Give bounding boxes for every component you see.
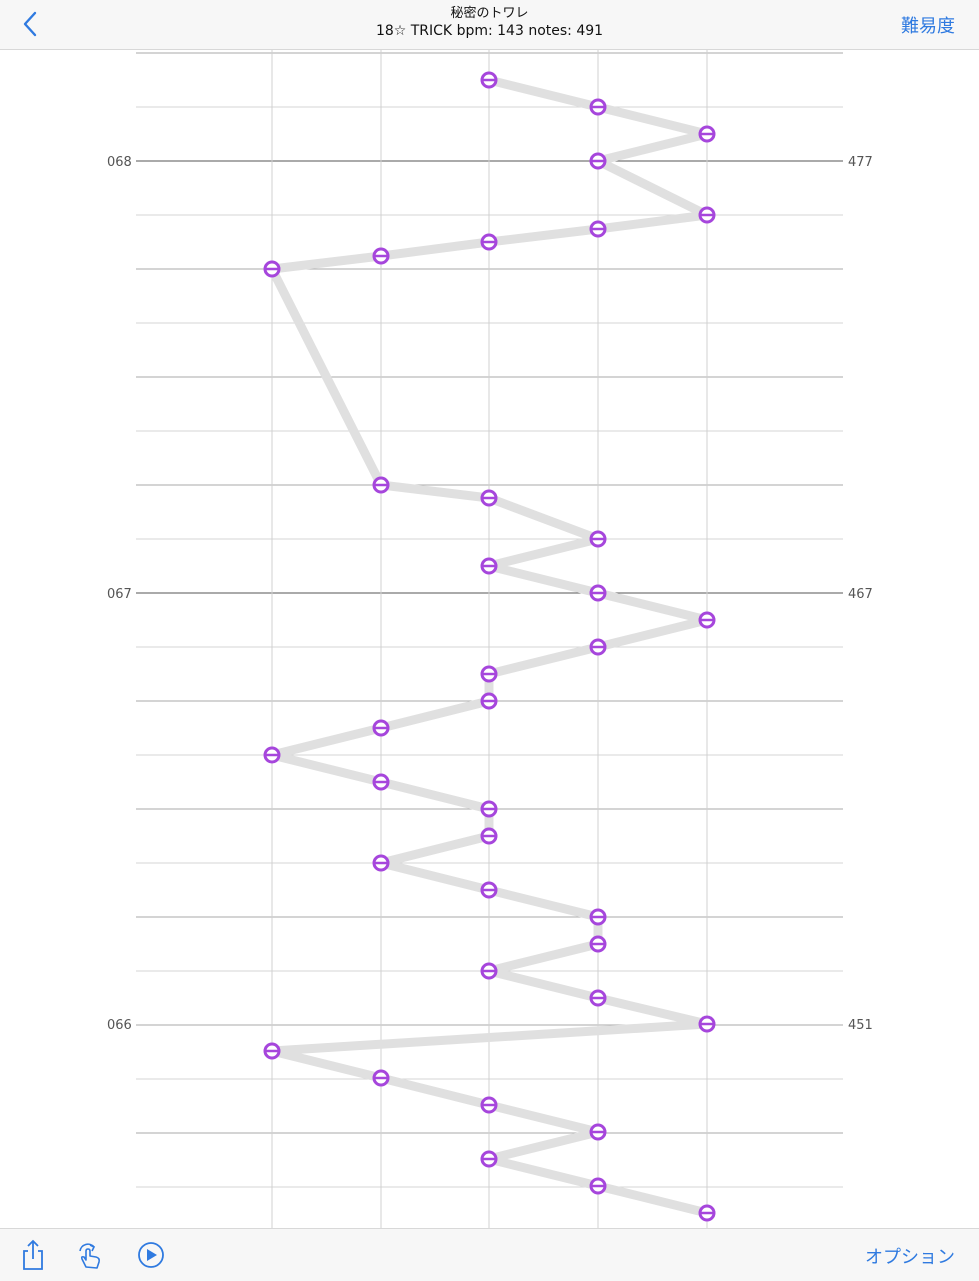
note-marker[interactable] xyxy=(372,476,390,494)
note-marker[interactable] xyxy=(589,908,607,926)
song-title: 秘密のトワレ xyxy=(450,6,529,21)
note-marker[interactable] xyxy=(589,152,607,170)
note-marker[interactable] xyxy=(589,935,607,953)
note-marker[interactable] xyxy=(263,260,281,278)
difficulty-button[interactable]: 難易度 xyxy=(901,16,955,37)
note-marker[interactable] xyxy=(480,827,498,845)
note-chart[interactable]: 068 477 067 467 066 451 xyxy=(0,50,979,1228)
bottom-toolbar: オプション xyxy=(0,1228,979,1281)
note-marker[interactable] xyxy=(372,854,390,872)
note-marker[interactable] xyxy=(372,1069,390,1087)
note-marker[interactable] xyxy=(589,989,607,1007)
gesture-hand-icon xyxy=(79,1243,100,1269)
note-marker[interactable] xyxy=(372,719,390,737)
measure-label: 067 xyxy=(107,587,132,602)
note-marker[interactable] xyxy=(589,1177,607,1195)
note-marker[interactable] xyxy=(698,1015,716,1033)
note-marker[interactable] xyxy=(589,530,607,548)
note-marker[interactable] xyxy=(589,1123,607,1141)
note-marker[interactable] xyxy=(698,611,716,629)
note-marker[interactable] xyxy=(480,962,498,980)
note-marker[interactable] xyxy=(480,1150,498,1168)
play-button[interactable] xyxy=(136,1239,168,1271)
chart-info: 18☆ TRICK bpm: 143 notes: 491 xyxy=(375,23,604,39)
measure-label: 068 xyxy=(107,155,132,170)
play-icon xyxy=(138,1242,164,1268)
note-marker[interactable] xyxy=(480,665,498,683)
options-button[interactable]: オプション xyxy=(865,1247,955,1268)
note-marker[interactable] xyxy=(480,800,498,818)
note-marker[interactable] xyxy=(589,220,607,238)
back-button[interactable] xyxy=(14,6,48,42)
note-marker[interactable] xyxy=(372,247,390,265)
back-chevron-icon xyxy=(23,11,37,37)
note-count-label: 477 xyxy=(848,155,873,170)
share-icon xyxy=(23,1239,43,1270)
share-button[interactable] xyxy=(17,1239,49,1271)
note-marker[interactable] xyxy=(263,746,281,764)
note-marker[interactable] xyxy=(480,881,498,899)
note-marker[interactable] xyxy=(589,98,607,116)
note-marker[interactable] xyxy=(480,1096,498,1114)
note-marker[interactable] xyxy=(480,71,498,89)
note-marker[interactable] xyxy=(698,206,716,224)
note-marker[interactable] xyxy=(480,692,498,710)
note-marker[interactable] xyxy=(480,233,498,251)
note-marker[interactable] xyxy=(263,1042,281,1060)
note-marker[interactable] xyxy=(589,584,607,602)
chart-title-block: 秘密のトワレ 18☆ TRICK bpm: 143 notes: 491 xyxy=(0,6,979,40)
note-marker[interactable] xyxy=(698,1204,716,1222)
note-count-label: 451 xyxy=(848,1018,873,1033)
note-marker[interactable] xyxy=(480,557,498,575)
navigation-bar: 秘密のトワレ 18☆ TRICK bpm: 143 notes: 491 難易度 xyxy=(0,0,979,50)
note-marker[interactable] xyxy=(480,489,498,507)
gesture-button[interactable] xyxy=(74,1239,106,1271)
note-count-label: 467 xyxy=(848,587,873,602)
note-marker[interactable] xyxy=(589,638,607,656)
measure-label: 066 xyxy=(107,1018,132,1033)
note-marker[interactable] xyxy=(372,773,390,791)
note-marker[interactable] xyxy=(698,125,716,143)
